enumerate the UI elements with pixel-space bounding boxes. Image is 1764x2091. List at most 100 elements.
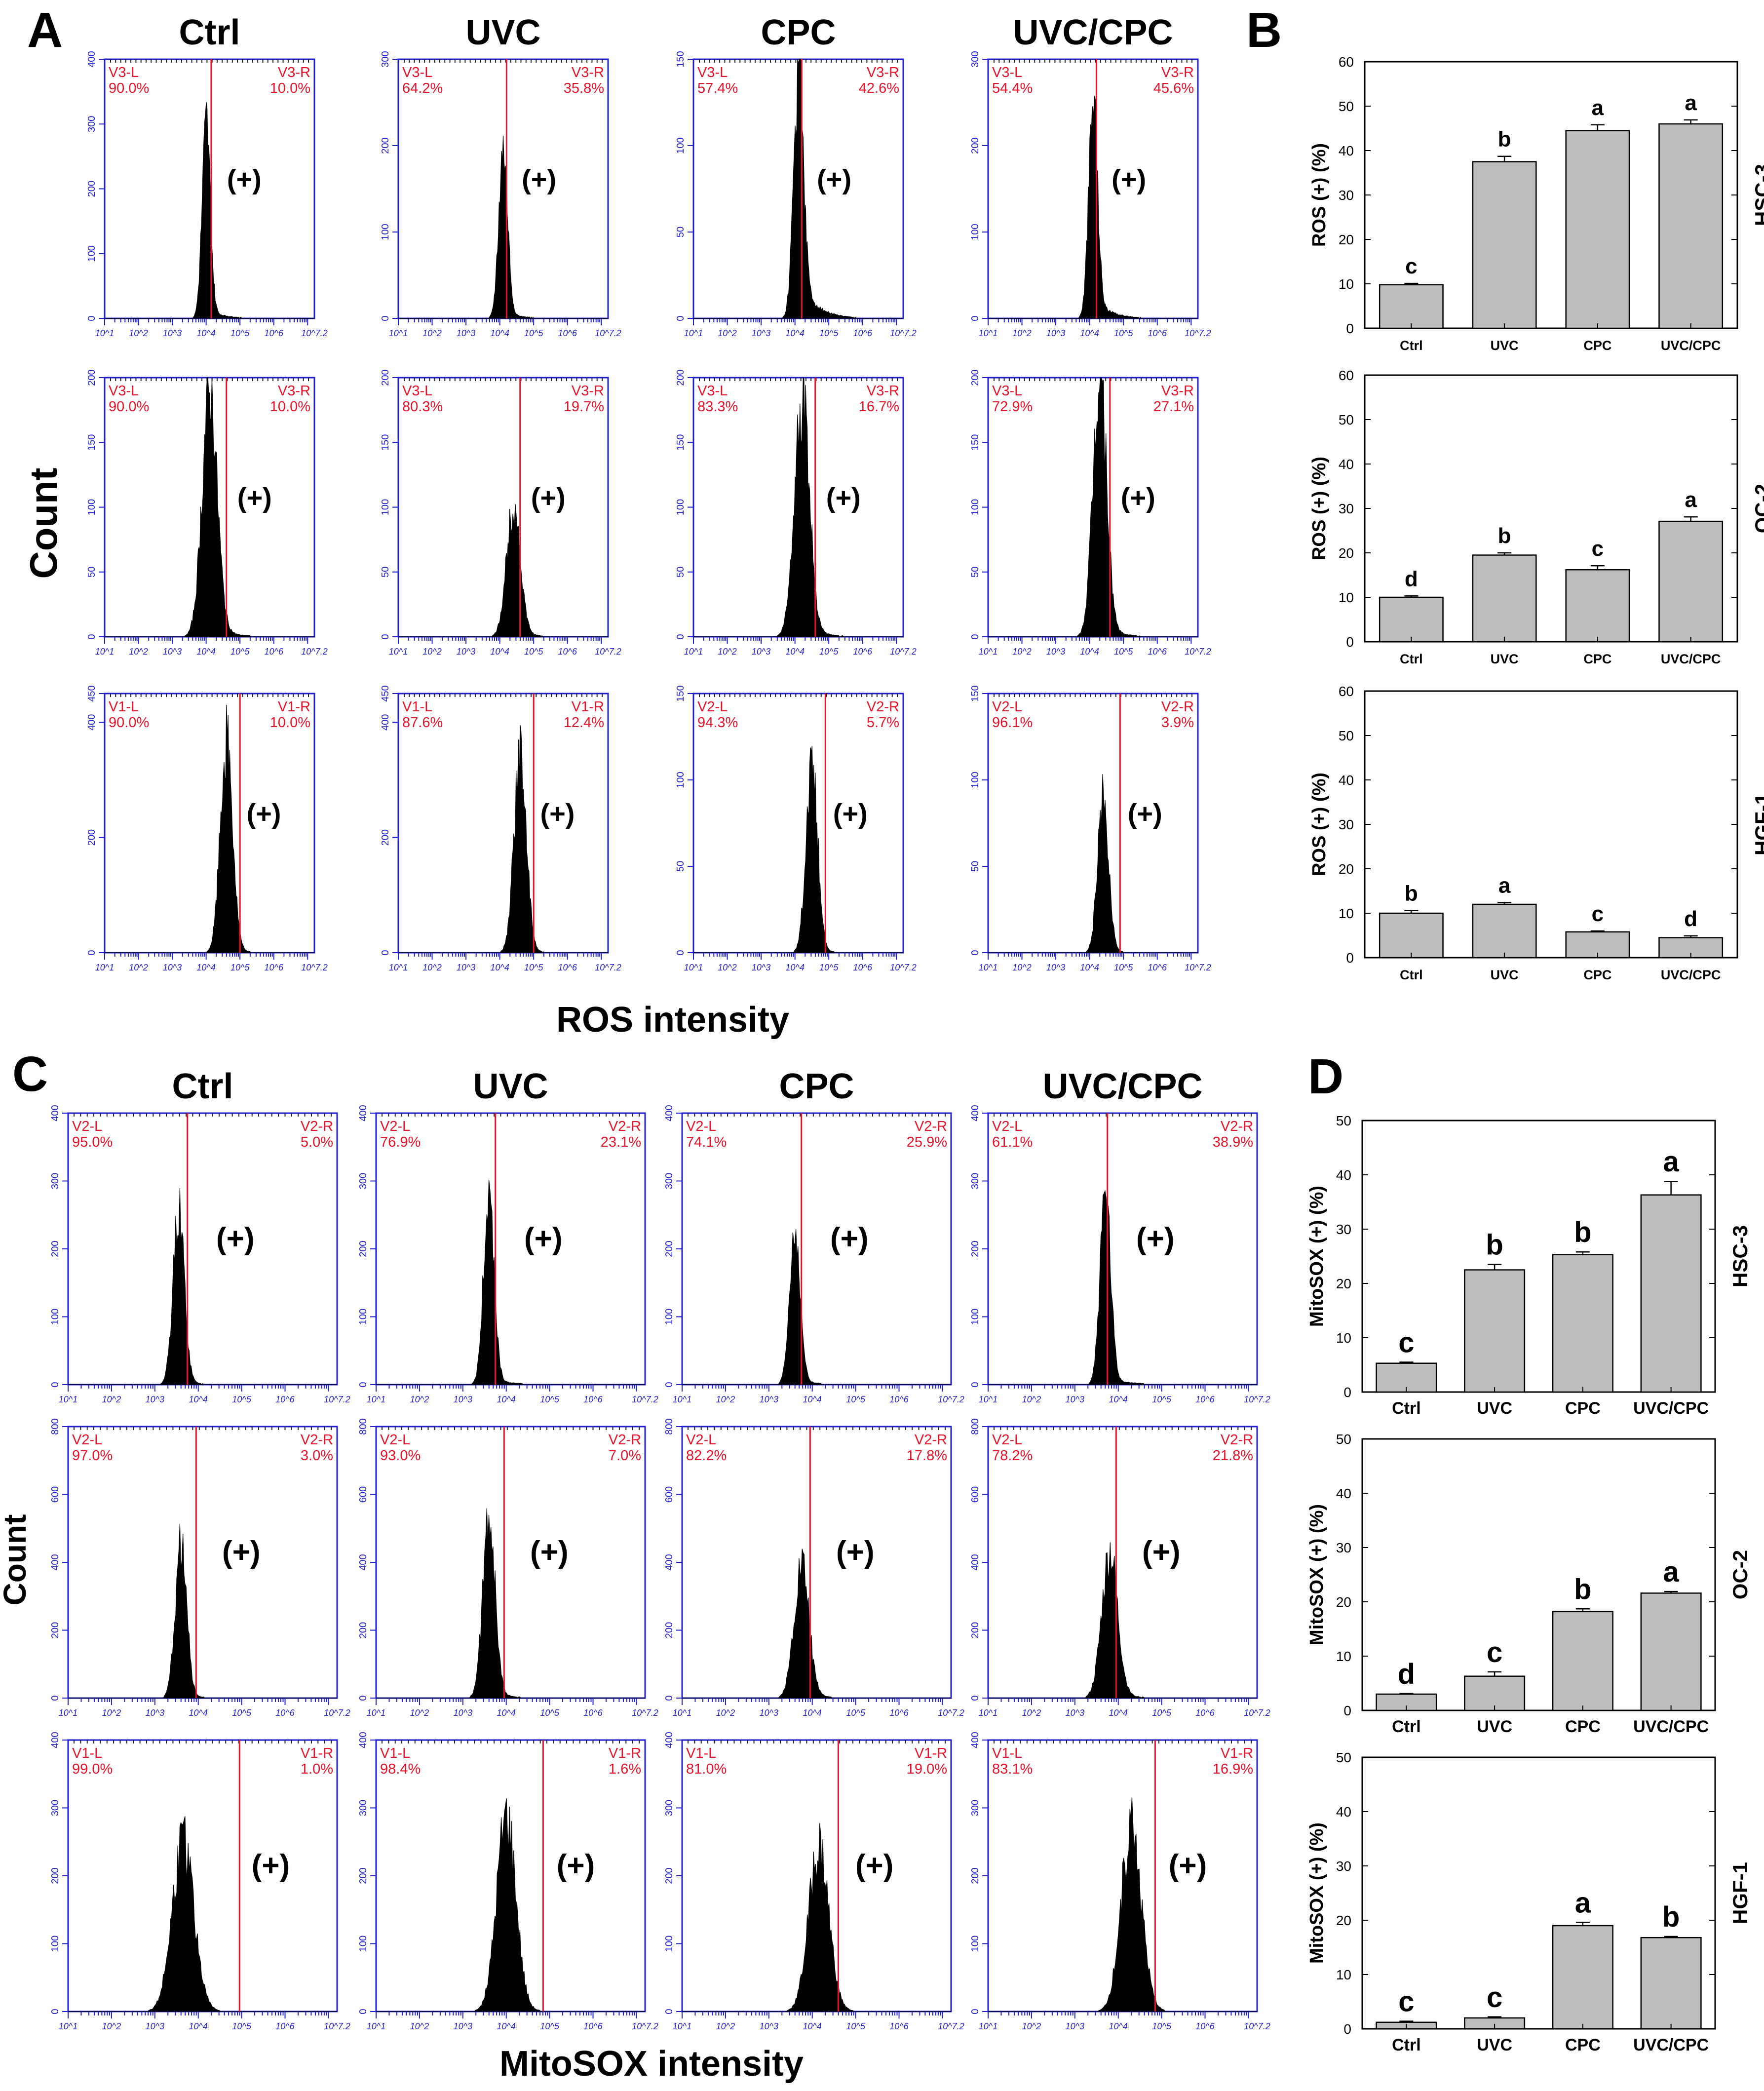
x-tick-label: 10^5 (819, 647, 839, 657)
y-axis-label: MitoSOX (+) (%) (1306, 1822, 1327, 1964)
y-tick-label: 150 (86, 434, 97, 451)
y-tick-label: 200 (380, 369, 391, 386)
histogram-frame (67, 1739, 338, 2013)
gate-right-label: V3-R (1161, 383, 1194, 399)
y-tick-label: 30 (1336, 1540, 1351, 1555)
bar-chart: 0 10 20 30 40 50 60 ROS (+) (%) HGF-1 b Ctrl a UVC c C… (1309, 684, 1764, 982)
y-tick-label: 200 (970, 1622, 981, 1638)
x-tick-label: 10^1 (59, 2021, 77, 2031)
y-tick-label: 20 (1339, 545, 1354, 561)
x-tick-label: 10^1 (673, 1708, 691, 1718)
column-title: UVC (473, 1067, 548, 1106)
gate-right-percent: 5.7% (867, 715, 899, 731)
y-tick-label: 50 (675, 861, 686, 872)
x-tick-label: 10^5 (232, 1394, 251, 1404)
histogram: 10^1 10^2 10^3 10^4 10^5 10^6 10^7.2 0 100 200 300… (50, 1732, 350, 2031)
y-tick-label: 0 (970, 634, 981, 639)
x-tick-label: 10^4 (785, 963, 804, 972)
y-tick-label: 300 (358, 1800, 369, 1816)
gate-left-label: V2-L (697, 699, 728, 715)
x-tick-label: 10^5 (1152, 1708, 1171, 1718)
y-tick-label: 400 (358, 1105, 369, 1121)
x-tick-label: 10^6 (264, 647, 283, 657)
y-tick-label: 100 (970, 1309, 981, 1325)
gate-left-label: V1-L (109, 699, 139, 715)
x-tick-label: 10^4 (490, 963, 509, 972)
gate-left-percent: 93.0% (380, 1448, 421, 1464)
x-tick-label: 10^7.2 (1244, 2021, 1270, 2031)
y-tick-label: 100 (970, 499, 981, 515)
histogram: 10^1 10^2 10^3 10^4 10^5 10^6 10^7.2 0 200 400 600… (664, 1418, 964, 1718)
x-tick-label: 10^7.2 (324, 1708, 350, 1718)
y-tick-label: 0 (358, 2009, 369, 2014)
x-tick-label: Ctrl (1400, 652, 1423, 666)
x-tick-label: 10^4 (803, 2021, 821, 2031)
bar (1640, 1936, 1702, 2030)
y-axis-label: ROS (+) (%) (1309, 457, 1330, 560)
x-tick-label: 10^6 (1195, 1394, 1215, 1404)
x-tick-label: 10^1 (59, 1708, 77, 1718)
significance-letter: a (1663, 1556, 1679, 1588)
column-title: UVC/CPC (1042, 1067, 1202, 1106)
histogram-frame (681, 1112, 952, 1386)
positive-region-label: (+) (531, 482, 566, 513)
gate-right-label: V1-R (301, 1745, 333, 1761)
histogram: 10^1 10^2 10^3 10^4 10^5 10^6 10^7.2 0 50 100 150 V… (970, 685, 1211, 972)
histogram-frame (987, 1426, 1258, 1699)
significance-letter: d (1398, 1658, 1415, 1690)
x-tick-label: 10^5 (230, 963, 250, 972)
gate-right-label: V1-R (278, 699, 310, 715)
y-tick-label: 50 (1339, 412, 1354, 427)
gate-right-label: V2-R (1221, 1119, 1253, 1134)
x-tick-label: 10^2 (718, 963, 736, 972)
x-tick-label: 10^6 (853, 647, 872, 657)
x-tick-label: 10^1 (389, 328, 408, 338)
y-tick-label: 100 (358, 1936, 369, 1952)
gate-left-percent: 90.0% (109, 715, 149, 731)
y-tick-label: 10 (1336, 1330, 1351, 1346)
gate-left-percent: 57.4% (697, 80, 738, 96)
x-tick-label: 10^5 (846, 1394, 865, 1404)
gate-right-label: V3-R (278, 65, 310, 80)
x-tick-label: 10^7.2 (938, 1394, 964, 1404)
positive-region-label: (+) (1121, 482, 1155, 513)
y-tick-label: 400 (664, 1554, 675, 1570)
significance-letter: b (1574, 1216, 1591, 1248)
gate-right-percent: 19.0% (907, 1761, 947, 1777)
bar (1565, 130, 1630, 329)
x-tick-label: 10^5 (540, 1394, 559, 1404)
y-tick-label: 200 (86, 829, 97, 846)
plot-frame (1361, 1756, 1716, 2030)
y-tick-label: 10 (1339, 906, 1354, 921)
x-tick-label: 10^2 (716, 1394, 735, 1404)
significance-letter: c (1487, 1981, 1502, 2014)
significance-letter: a (1592, 96, 1604, 120)
positive-region-label: (+) (1142, 1535, 1181, 1569)
gate-left-percent: 90.0% (109, 80, 149, 96)
gate-right-label: V1-R (609, 1745, 641, 1761)
x-tick-label: 10^1 (95, 647, 114, 657)
histogram-distribution (693, 746, 903, 953)
x-tick-label: 10^4 (189, 2021, 207, 2031)
y-tick-label: 0 (970, 1382, 981, 1387)
x-tick-label: 10^2 (1022, 1394, 1041, 1404)
y-tick-label: 300 (664, 1800, 675, 1816)
bar (1640, 1194, 1702, 1393)
gate-left-label: V2-L (992, 1432, 1022, 1448)
x-tick-label: 10^3 (1066, 1394, 1084, 1404)
y-tick-label: 40 (1339, 457, 1354, 472)
y-tick-label: 200 (664, 1240, 675, 1257)
bar (1472, 554, 1537, 643)
x-tick-label: 10^3 (760, 2021, 778, 2031)
histogram-distribution (988, 377, 1198, 637)
y-tick-label: 100 (970, 224, 981, 240)
histogram-distribution (398, 135, 608, 319)
significance-letter: c (1592, 902, 1604, 926)
gate-right-percent: 35.8% (564, 80, 604, 96)
histogram-distribution (988, 1190, 1257, 1385)
gate-left-label: V1-L (72, 1745, 102, 1761)
gate-right-label: V2-R (609, 1432, 641, 1448)
positive-region-label: (+) (833, 798, 868, 829)
x-tick-label: UVC/CPC (1661, 338, 1721, 353)
significance-letter: b (1405, 882, 1418, 906)
